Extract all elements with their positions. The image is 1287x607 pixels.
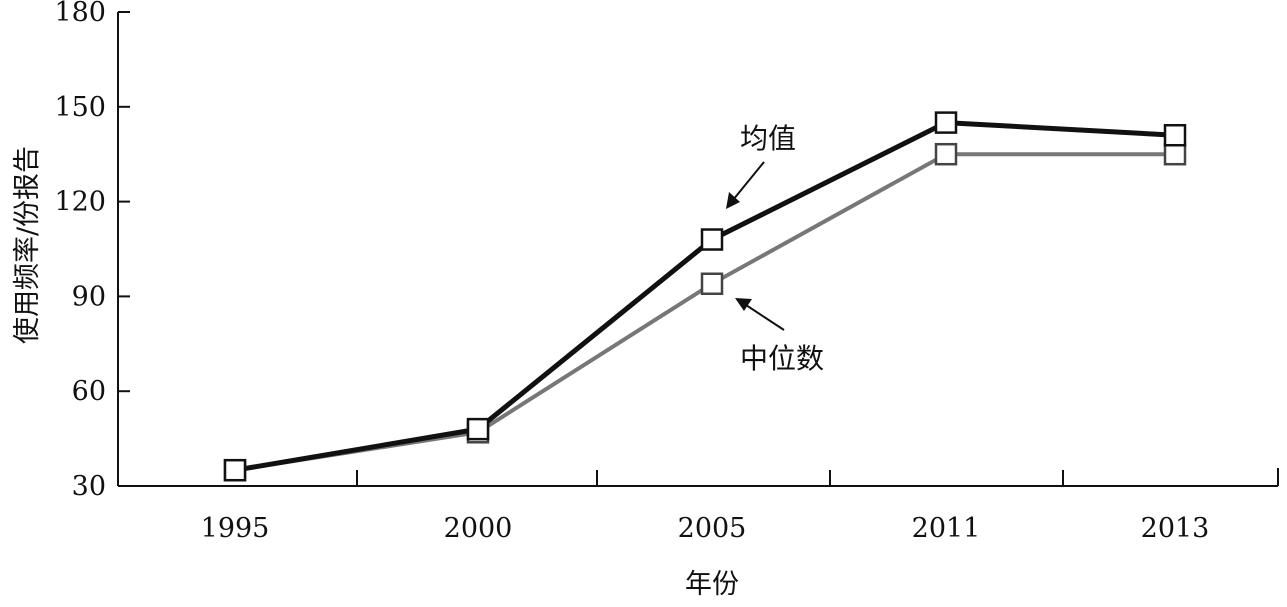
series-0-marker: [466, 417, 490, 441]
x-tick-label: 2000: [444, 513, 513, 544]
mean-arrow-head: [726, 192, 740, 209]
series-line-0: [234, 120, 1176, 473]
series-markers: [223, 111, 1187, 482]
x-tick-label: 2013: [1141, 513, 1210, 544]
y-tick-label: 180: [54, 0, 106, 28]
x-ticks: 1995 2000 2005 2011 2013: [201, 470, 1210, 544]
y-tick-label: 60: [72, 376, 106, 407]
series-1-marker: [934, 142, 958, 166]
x-axis-title: 年份: [685, 569, 739, 600]
x-tick-label: 1995: [201, 513, 270, 544]
median-arrow-shaft: [745, 304, 785, 331]
y-tick-label: 150: [54, 92, 106, 123]
median-arrow-head: [735, 298, 752, 311]
series-0-marker: [223, 458, 247, 482]
series-1-marker: [700, 272, 724, 296]
x-tick-label: 2005: [678, 513, 747, 544]
series-0-marker: [1163, 123, 1187, 147]
y-tick-label: 30: [72, 471, 106, 502]
mean-annotation: 均值: [726, 122, 796, 209]
mean-label: 均值: [740, 122, 796, 155]
series-0-marker: [700, 228, 724, 251]
y-ticks: 30 60 90 120 150 180: [54, 0, 130, 502]
y-tick-label: 90: [72, 281, 106, 312]
series-lines: [234, 120, 1176, 473]
mean-arrow-shaft: [732, 161, 765, 201]
axes: [117, 12, 1279, 487]
y-axis-title: 使用频率/份报告: [12, 146, 43, 344]
series-1-marker: [1163, 142, 1187, 166]
median-annotation: 中位数: [735, 298, 824, 375]
median-label: 中位数: [740, 342, 824, 375]
x-tick-label: 2011: [912, 513, 981, 544]
series-line-1: [234, 152, 1175, 473]
series-0-marker: [934, 111, 958, 134]
y-tick-label: 120: [54, 187, 106, 218]
